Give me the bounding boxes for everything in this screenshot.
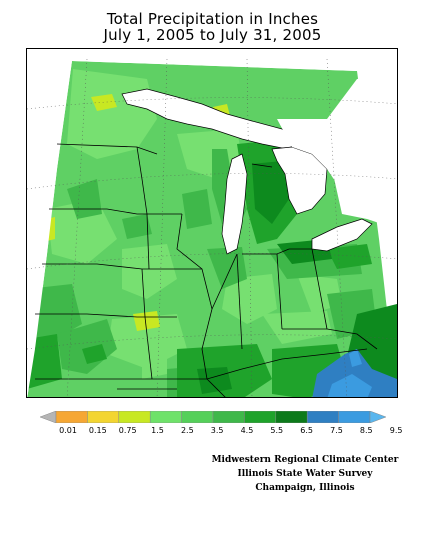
legend-arrow-low bbox=[40, 411, 57, 423]
credit-line-3: Champaign, Illinois bbox=[255, 483, 355, 493]
great-lakes bbox=[121, 88, 373, 255]
credit-line-1: Midwestern Regional Climate Center bbox=[211, 455, 399, 465]
credit-line-2: Illinois State Water Survey bbox=[237, 469, 373, 479]
legend-tick-label: 0.01 bbox=[59, 426, 77, 435]
map-date-range: July 1, 2005 to July 31, 2005 bbox=[103, 26, 322, 44]
legend-swatch bbox=[338, 411, 371, 423]
lake-erie bbox=[311, 218, 373, 252]
outside-region-white bbox=[27, 49, 397, 397]
legend-tick-label: 3.5 bbox=[210, 426, 224, 435]
legend-arrow-high bbox=[369, 411, 386, 423]
lake-michigan bbox=[221, 153, 248, 255]
legend-tick-label: 0.15 bbox=[88, 426, 107, 435]
legend-swatch bbox=[87, 411, 120, 423]
legend-tick-label: 9.5 bbox=[389, 426, 403, 435]
legend-swatch bbox=[181, 411, 214, 423]
legend-tick-label: 5.5 bbox=[270, 426, 284, 435]
legend-swatch bbox=[275, 411, 308, 423]
heavy-precip-zones bbox=[312, 349, 397, 397]
state-boundaries bbox=[35, 143, 378, 397]
lake-superior bbox=[121, 88, 303, 150]
map-frame bbox=[26, 48, 398, 398]
legend-tick-label: 2.5 bbox=[180, 426, 194, 435]
legend-swatch bbox=[244, 411, 277, 423]
legend-tick-label: 8.5 bbox=[359, 426, 373, 435]
lake-huron bbox=[271, 146, 328, 215]
legend-swatch bbox=[149, 411, 182, 423]
legend-tick-label: 6.5 bbox=[300, 426, 313, 435]
legend-swatch bbox=[55, 411, 88, 423]
precipitation-map bbox=[27, 49, 397, 397]
ontario-white-area bbox=[332, 159, 397, 233]
legend-swatch bbox=[118, 411, 151, 423]
legend-swatch bbox=[212, 411, 245, 423]
map-title: Total Precipitation in Inches bbox=[106, 10, 319, 28]
legend-tick-label: 0.75 bbox=[118, 426, 137, 435]
legend-tick-label: 4.5 bbox=[240, 426, 254, 435]
legend-colorbar bbox=[40, 411, 386, 423]
legend-tick-label: 1.5 bbox=[151, 426, 164, 435]
legend-swatch bbox=[306, 411, 339, 423]
legend-tick-label: 7.5 bbox=[330, 426, 343, 435]
latlon-grid bbox=[27, 58, 397, 397]
